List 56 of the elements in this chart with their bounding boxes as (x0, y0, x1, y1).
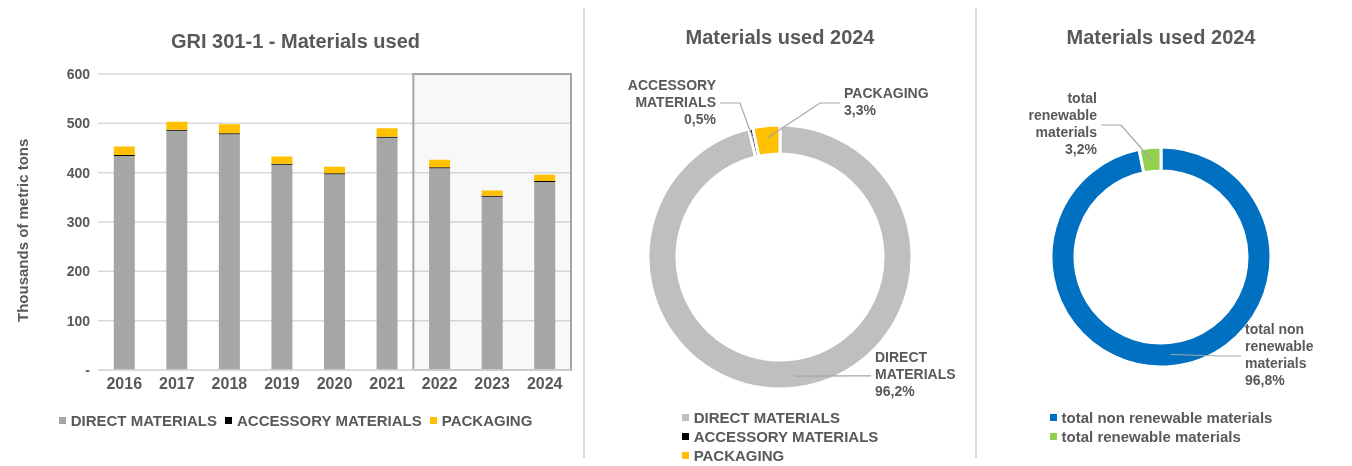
bar (481, 196, 503, 370)
bar (218, 124, 240, 134)
bar (166, 121, 188, 130)
bar (271, 164, 293, 370)
x-tick-label: 2024 (526, 375, 563, 393)
data-label: 96,2% (875, 383, 916, 400)
legend-label: DIRECT MATERIALS (693, 408, 841, 427)
x-tick-label: 2023 (474, 375, 511, 393)
y-tick-label: 600 (66, 65, 91, 82)
bar (218, 134, 240, 370)
bar (113, 146, 135, 155)
slice-label: total non renewable materials (1245, 321, 1314, 371)
bar (323, 174, 345, 370)
legend-label: ACCESSORY MATERIALS (237, 411, 422, 430)
bar (323, 166, 345, 174)
y-tick-label: 300 (66, 213, 91, 230)
bar (376, 128, 398, 137)
slice-label: total renewable materials (1028, 90, 1098, 140)
legend-label: PACKAGING (693, 446, 785, 465)
chart-title: Materials used 2024 (684, 26, 876, 50)
y-tick-label: 500 (66, 115, 91, 132)
slice-label: DIRECT MATERIALS (875, 349, 956, 383)
bar (429, 168, 451, 370)
bar (113, 155, 135, 370)
x-tick-label: 2021 (369, 375, 405, 393)
x-tick-label: 2018 (211, 375, 248, 393)
y-axis-title: Thousands of metric tons (14, 138, 32, 322)
y-tick-label: 400 (66, 164, 91, 181)
bar (481, 190, 503, 196)
x-tick-label: 2016 (106, 375, 143, 393)
y-tick-label: 100 (66, 312, 91, 329)
x-tick-label: 2022 (421, 375, 458, 393)
x-tick-label: 2020 (316, 375, 353, 393)
data-label: 96,8% (1245, 372, 1286, 388)
bar (166, 130, 188, 370)
legend-label: ACCESSORY MATERIALS (693, 427, 879, 446)
legend-label: PACKAGING (441, 411, 533, 430)
x-tick-label: 2019 (264, 375, 300, 393)
slice-label: PACKAGING (844, 85, 929, 101)
bar (376, 137, 398, 370)
y-tick-label: - (85, 361, 91, 378)
chart-title: GRI 301-1 - Materials used (170, 30, 421, 54)
data-label: 0,5% (684, 110, 717, 127)
bar (534, 174, 556, 182)
legend-label: total renewable materials (1061, 427, 1241, 446)
data-label: 3,2% (1065, 141, 1098, 157)
legend-label: total non renewable materials (1061, 408, 1273, 427)
bar (534, 182, 556, 370)
x-tick-label: 2017 (159, 375, 195, 393)
data-label: 3,3% (844, 102, 877, 118)
slice-label: ACCESSORY MATERIALS (627, 76, 717, 110)
y-tick-label: 200 (66, 263, 91, 280)
bar (429, 159, 451, 168)
bar (271, 156, 293, 164)
legend-label: DIRECT MATERIALS (70, 411, 218, 430)
chart-title: Materials used 2024 (1065, 26, 1257, 50)
